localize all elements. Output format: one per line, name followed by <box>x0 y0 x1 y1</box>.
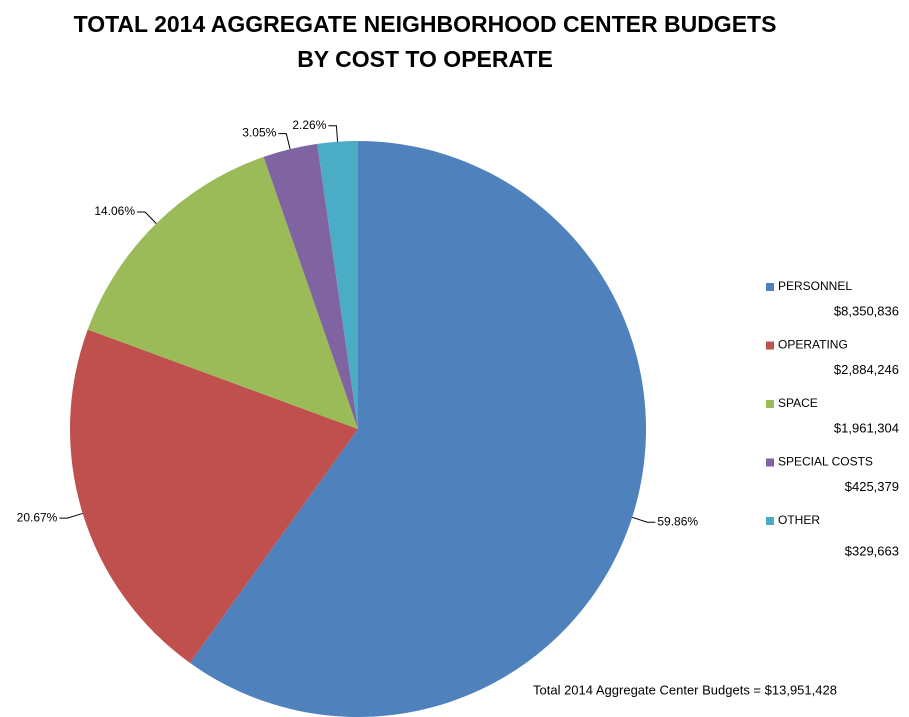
chart-title: TOTAL 2014 AGGREGATE NEIGHBORHOOD CENTER… <box>74 11 777 37</box>
pie-slice <box>263 143 358 429</box>
legend-amount: $329,663 <box>845 543 899 558</box>
data-label: 20.67% <box>17 510 58 524</box>
leader-line <box>59 512 83 519</box>
legend-amount: $2,884,246 <box>834 362 899 377</box>
legend-swatch <box>766 400 774 408</box>
pie-slice <box>87 156 359 430</box>
annotation: Total 2014 Aggregate Center Budgets = $1… <box>533 682 837 697</box>
data-label: 3.05% <box>242 126 276 140</box>
legend-label: SPACE <box>778 396 818 410</box>
legend-swatch <box>766 458 774 467</box>
pie-slice <box>69 329 358 663</box>
data-label: 2.26% <box>292 118 326 132</box>
chart-title: BY COST TO OPERATE <box>297 46 553 72</box>
leader-line <box>328 125 339 142</box>
leader-line <box>631 516 656 523</box>
pie-slice <box>189 141 646 717</box>
legend-swatch <box>766 341 774 350</box>
legend-label: PERSONNEL <box>778 279 852 293</box>
legend-label: OTHER <box>778 513 820 527</box>
legend-amount: $1,961,304 <box>834 420 899 435</box>
legend-amount: $8,350,836 <box>834 303 899 318</box>
pie-slice <box>317 141 358 429</box>
legend-swatch <box>766 283 774 291</box>
legend-swatch <box>766 517 774 525</box>
legend-amount: $425,379 <box>845 479 899 494</box>
legend-label: SPECIAL COSTS <box>778 455 873 469</box>
leader-line <box>137 211 157 224</box>
legend-label: OPERATING <box>778 338 848 352</box>
leader-line <box>278 133 291 150</box>
data-label: 14.06% <box>94 204 135 218</box>
data-label: 59.86% <box>657 514 698 528</box>
